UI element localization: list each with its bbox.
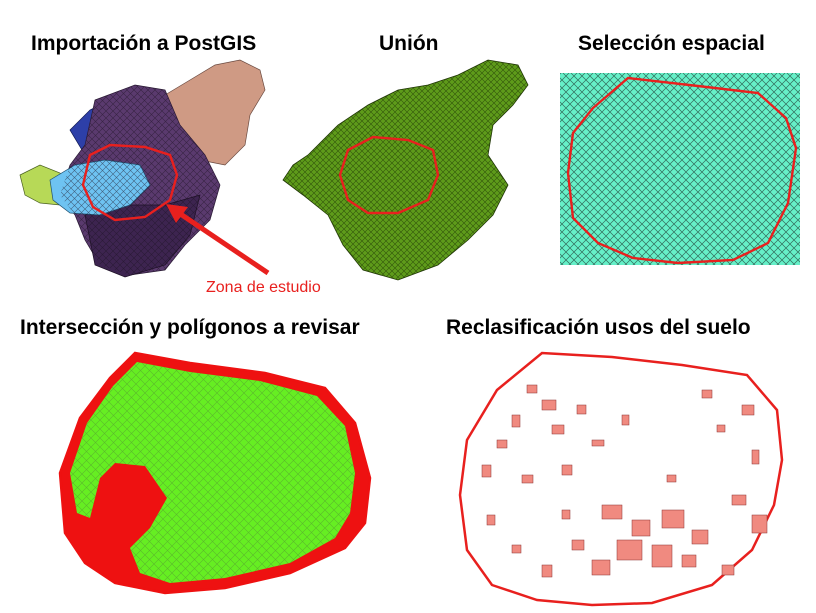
reclass-patches — [481, 384, 768, 578]
title-import: Importación a PostGIS — [31, 32, 257, 55]
map-reclass — [458, 351, 784, 607]
title-union: Unión — [379, 32, 439, 55]
study-zone-label: Zona de estudio — [206, 279, 321, 296]
map-union — [282, 59, 529, 281]
map-import — [19, 59, 266, 278]
title-selection: Selección espacial — [578, 32, 765, 55]
title-intersection: Intersección y polígonos a revisar — [20, 316, 360, 339]
map-intersection — [58, 351, 372, 595]
union-study-zone-outline — [338, 135, 440, 215]
title-reclass: Reclasificación usos del suelo — [446, 316, 751, 339]
map-selection — [560, 73, 800, 265]
study-zone-outline — [81, 143, 179, 222]
selection-study-zone-outline — [566, 76, 798, 265]
annotation-arrow — [166, 204, 270, 276]
